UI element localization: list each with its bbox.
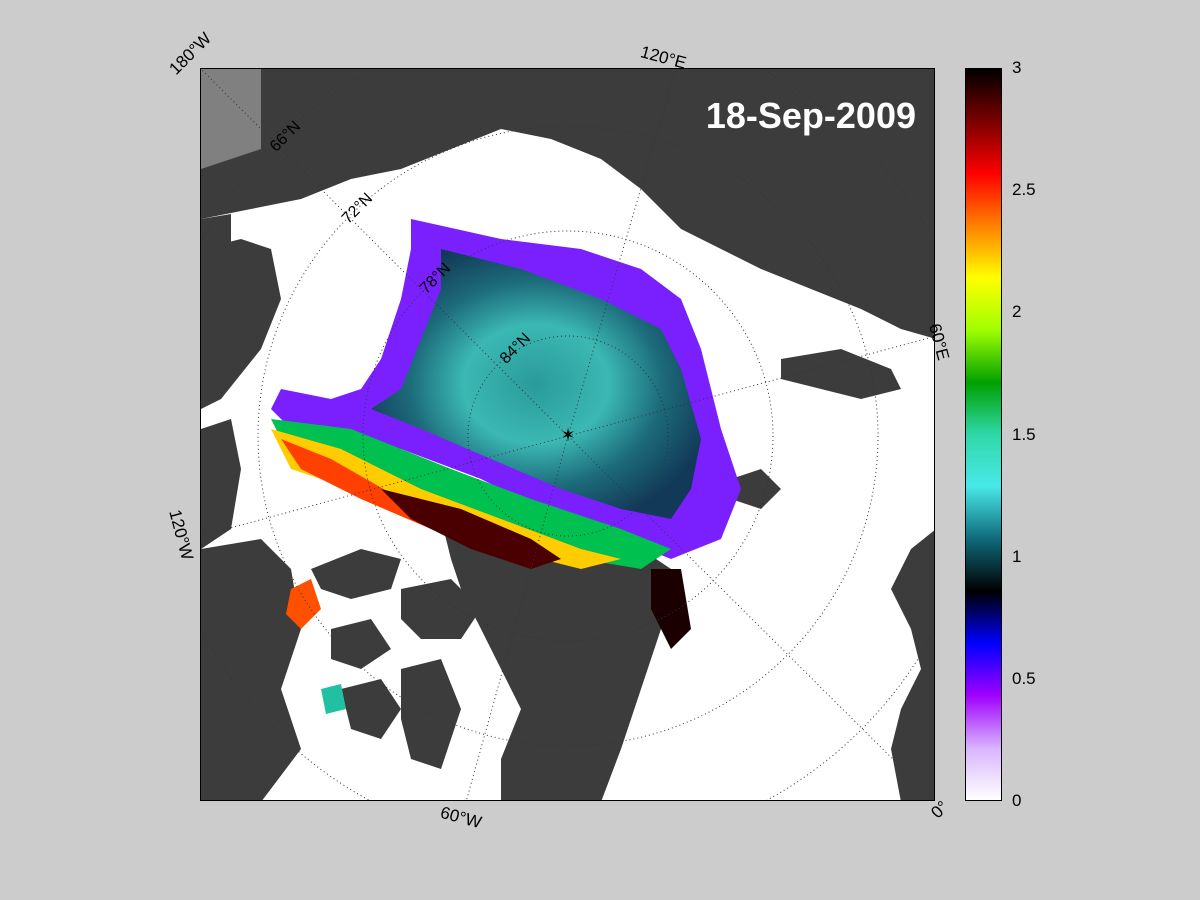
lon-label-0: 0° — [927, 797, 953, 823]
colorbar-tick-0: 0 — [1012, 791, 1022, 810]
colorbar — [965, 68, 1002, 801]
colorbar-tick-3: 3 — [1012, 58, 1022, 77]
lon-label-60w: 60°W — [438, 802, 484, 833]
graticule — [201, 69, 934, 800]
date-label: 18-Sep-2009 — [705, 95, 916, 136]
ice-thickness-field — [271, 219, 741, 714]
arctic-map: ✶ — [201, 69, 934, 800]
colorbar-tick-2-5: 2.5 — [1012, 180, 1036, 199]
lon-label-120w: 120°W — [165, 507, 197, 563]
map-panel: ✶ 18-Sep-2009 — [200, 68, 935, 801]
colorbar-tick-0-5: 0.5 — [1012, 669, 1036, 688]
pole-marker: ✶ — [560, 425, 575, 445]
colorbar-tick-2: 2 — [1012, 302, 1022, 321]
colorbar-tick-1-5: 1.5 — [1012, 425, 1036, 444]
colorbar-tick-1: 1 — [1012, 547, 1022, 566]
data-gap-region — [201, 69, 261, 169]
